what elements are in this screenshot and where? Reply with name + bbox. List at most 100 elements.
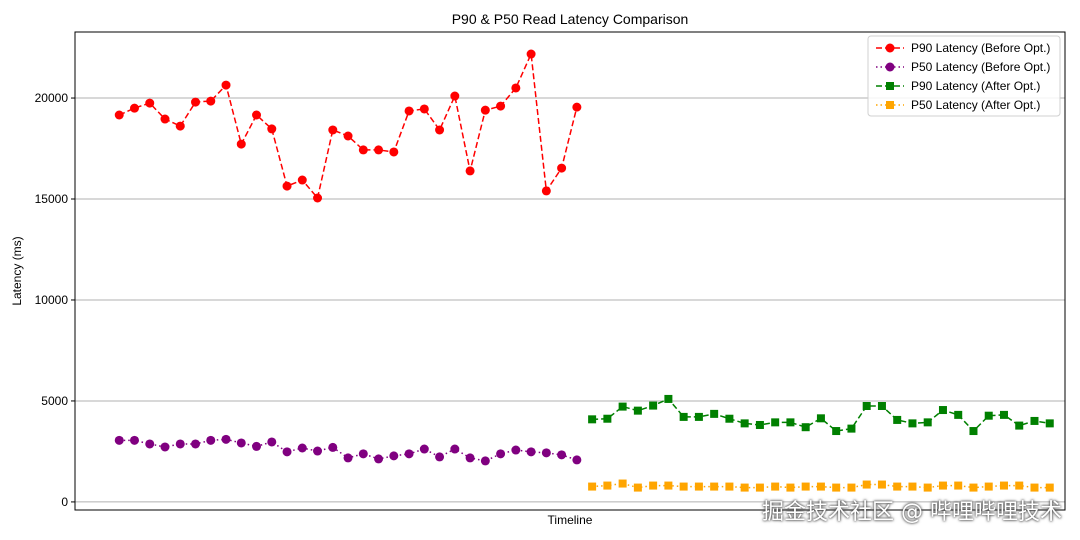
series-group: [114, 49, 1054, 492]
data-point: [618, 402, 627, 411]
legend-label: P50 Latency (After Opt.): [911, 98, 1040, 112]
data-point: [572, 455, 582, 465]
y-tick-label: 0: [61, 495, 68, 509]
legend-entry: P90 Latency (Before Opt.): [876, 41, 1050, 55]
data-point: [664, 481, 673, 490]
data-point: [725, 482, 734, 491]
data-point: [267, 124, 277, 134]
data-point: [984, 482, 993, 491]
series-line: [118, 51, 578, 200]
data-point: [282, 447, 292, 457]
data-point: [633, 406, 642, 415]
gridlines: [75, 97, 1065, 503]
data-point: [938, 406, 947, 415]
data-point: [771, 418, 780, 427]
data-point: [114, 435, 124, 445]
series-p50-latency-after-opt-: [588, 479, 1054, 492]
data-point: [313, 446, 323, 456]
data-point: [603, 481, 612, 490]
data-point: [374, 454, 384, 464]
legend-entry: P50 Latency (After Opt.): [876, 98, 1040, 112]
legend-entry: P90 Latency (After Opt.): [876, 79, 1040, 93]
data-point: [740, 419, 749, 428]
data-point: [816, 414, 825, 423]
data-point: [450, 444, 460, 454]
data-point: [938, 481, 947, 490]
data-point: [236, 438, 246, 448]
data-point: [923, 418, 932, 427]
data-point: [297, 443, 307, 453]
data-point: [588, 482, 597, 491]
data-point: [358, 449, 368, 459]
data-point: [328, 442, 338, 452]
legend-label: P50 Latency (Before Opt.): [911, 60, 1050, 74]
y-axis-label: Latency (ms): [10, 236, 24, 305]
data-point: [1015, 421, 1024, 430]
data-point: [374, 145, 384, 155]
data-point: [175, 439, 185, 449]
data-point: [496, 449, 506, 459]
data-point: [603, 414, 612, 423]
data-point: [526, 447, 536, 457]
data-point: [313, 193, 323, 203]
data-point: [435, 452, 445, 462]
data-point: [755, 483, 764, 492]
data-point: [999, 410, 1008, 419]
data-point: [664, 394, 673, 403]
data-point: [755, 420, 764, 429]
data-point: [886, 101, 894, 109]
data-point: [984, 411, 993, 420]
data-point: [862, 401, 871, 410]
chart-title: P90 & P50 Read Latency Comparison: [452, 11, 689, 27]
data-point: [419, 104, 429, 114]
data-point: [297, 175, 307, 185]
data-point: [221, 434, 231, 444]
data-point: [328, 125, 338, 135]
data-point: [885, 43, 895, 53]
data-point: [969, 483, 978, 492]
data-point: [404, 449, 414, 459]
data-point: [145, 98, 155, 108]
data-point: [588, 415, 597, 424]
data-point: [557, 163, 567, 173]
data-point: [236, 139, 246, 149]
data-point: [710, 409, 719, 418]
data-point: [526, 49, 536, 59]
data-point: [160, 442, 170, 452]
data-point: [877, 480, 886, 489]
data-point: [801, 482, 810, 491]
legend-label: P90 Latency (After Opt.): [911, 79, 1040, 93]
data-point: [816, 482, 825, 491]
data-point: [633, 483, 642, 492]
data-point: [480, 456, 490, 466]
data-point: [206, 435, 216, 445]
data-point: [893, 415, 902, 424]
data-point: [1045, 483, 1054, 492]
data-point: [435, 125, 445, 135]
data-point: [771, 482, 780, 491]
data-point: [465, 166, 475, 176]
data-point: [999, 481, 1008, 490]
data-point: [114, 110, 124, 120]
data-point: [191, 97, 201, 107]
data-point: [145, 439, 155, 449]
plot-frame: [74, 31, 1066, 511]
data-point: [832, 427, 841, 436]
data-point: [343, 453, 353, 463]
data-point: [511, 83, 521, 93]
data-point: [129, 103, 139, 113]
series-p90-latency-after-opt-: [588, 394, 1054, 436]
data-point: [725, 414, 734, 423]
data-point: [908, 482, 917, 491]
data-point: [649, 481, 658, 490]
data-point: [908, 419, 917, 428]
data-point: [954, 410, 963, 419]
legend-box: [867, 35, 1061, 117]
data-point: [206, 96, 216, 106]
data-point: [572, 102, 582, 112]
data-point: [862, 480, 871, 489]
data-point: [267, 437, 277, 447]
y-tick-label: 20000: [35, 91, 69, 105]
data-point: [191, 439, 201, 449]
